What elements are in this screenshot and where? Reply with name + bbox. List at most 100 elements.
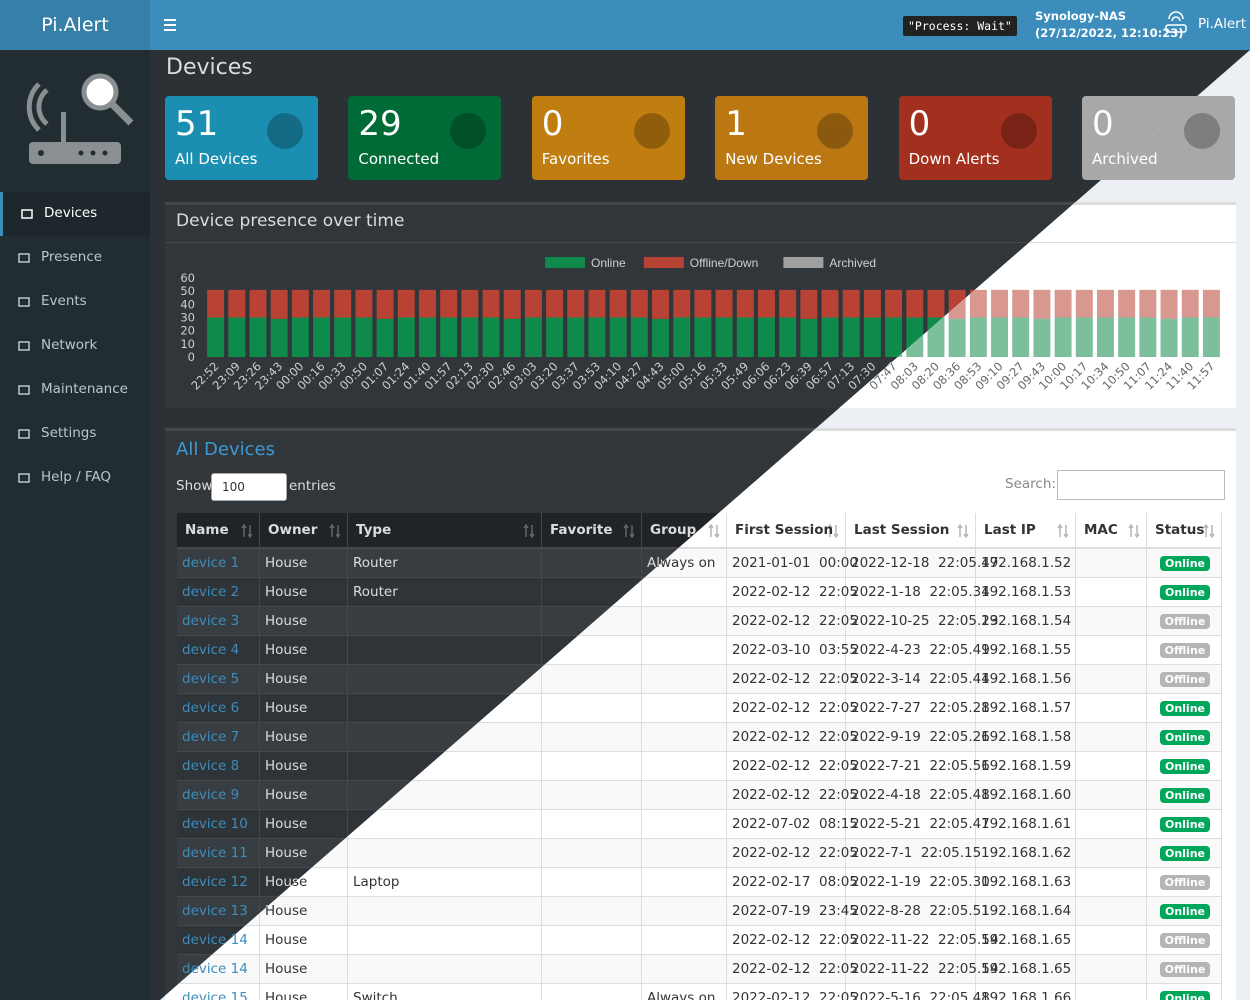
- column-header[interactable]: Owner: [260, 513, 348, 549]
- column-header[interactable]: MAC: [1076, 513, 1147, 549]
- status-badge: Online: [1160, 556, 1210, 571]
- cell-border: [259, 752, 260, 781]
- device-link[interactable]: device 2: [182, 584, 240, 600]
- cell-border: [1075, 781, 1076, 810]
- nav-item[interactable]: Network: [0, 324, 150, 368]
- cell-border: [347, 839, 348, 868]
- bar-segment: [991, 289, 1009, 318]
- process-status: "Process: Wait": [903, 16, 1017, 36]
- table-cell: 2022-3-14 22:05.44: [851, 671, 990, 687]
- column-header[interactable]: Favorite: [542, 513, 642, 549]
- device-link[interactable]: device 12: [182, 874, 248, 890]
- cell-border: [1221, 723, 1222, 752]
- table-cell: 2022-02-12 22:05: [732, 671, 858, 687]
- device-link[interactable]: device 9: [182, 787, 240, 803]
- brand[interactable]: Pi.Alert: [0, 0, 150, 50]
- column-header[interactable]: Name: [177, 513, 260, 549]
- cell-border: [1146, 549, 1147, 578]
- table-cell: 2022-7-1 22:05.15: [851, 845, 982, 861]
- card-value: 29: [358, 104, 402, 144]
- table-cell: Switch: [353, 990, 398, 1000]
- table-cell: 2022-07-02 08:15: [732, 816, 858, 832]
- cell-border: [1146, 752, 1147, 781]
- user-name[interactable]: Pi.Alert: [1198, 16, 1247, 32]
- table-cell: 192.168.1.58: [981, 729, 1072, 745]
- card-icon-shape: [267, 113, 303, 149]
- sort-icon: [623, 524, 635, 538]
- cell-border: [845, 839, 846, 868]
- legend-label: Online: [591, 256, 626, 270]
- column-header[interactable]: First Session: [727, 513, 846, 549]
- card-value: 51: [175, 104, 219, 144]
- nav-item[interactable]: Presence: [0, 236, 150, 280]
- cell-border: [347, 955, 348, 984]
- table-cell: 192.168.1.59: [981, 758, 1072, 774]
- page-size-select[interactable]: 100: [211, 473, 287, 501]
- stat-card[interactable]: 0 Down Alerts: [898, 96, 1052, 180]
- cell-border: [259, 694, 260, 723]
- search-label: Search:: [1005, 476, 1056, 492]
- device-link[interactable]: device 13: [182, 903, 248, 919]
- legend-label: Archived: [829, 256, 876, 270]
- nav-item[interactable]: Maintenance: [0, 368, 150, 412]
- device-link[interactable]: device 10: [182, 816, 248, 832]
- stat-card[interactable]: 51 All Devices: [165, 96, 318, 180]
- sort-icon: [1203, 524, 1215, 538]
- bar-segment: [397, 317, 415, 357]
- table-cell: 2022-7-27 22:05.28: [851, 700, 990, 716]
- sort-icon-shape: [241, 524, 253, 538]
- search-input[interactable]: [1057, 470, 1225, 500]
- device-link[interactable]: device 4: [182, 642, 240, 658]
- cell-border: [1146, 723, 1147, 752]
- bar-segment: [1118, 289, 1136, 318]
- nav-label: Presence: [41, 249, 103, 265]
- stat-card[interactable]: 1 New Devices: [715, 96, 869, 180]
- device-link[interactable]: device 15: [182, 990, 248, 1000]
- column-header[interactable]: Type: [348, 513, 542, 549]
- cell-border: [726, 810, 727, 839]
- nav-icon-shape: [18, 253, 30, 263]
- nav-item[interactable]: Settings: [0, 412, 150, 456]
- bar-segment: [334, 289, 352, 318]
- nav-item[interactable]: Help / FAQ: [0, 456, 150, 500]
- bar-segment: [609, 317, 627, 357]
- bar-segment: [1181, 289, 1199, 318]
- device-link[interactable]: device 5: [182, 671, 240, 687]
- cell-border: [347, 694, 348, 723]
- nav-item[interactable]: Events: [0, 280, 150, 324]
- device-link[interactable]: device 7: [182, 729, 240, 745]
- cell-border: [1221, 578, 1222, 607]
- stat-card[interactable]: 29 Connected: [348, 96, 502, 180]
- cell-border: [1221, 839, 1222, 868]
- table-cell: House: [265, 584, 308, 600]
- table-cell: 192.168.1.60: [981, 787, 1072, 803]
- column-header[interactable]: Last IP: [976, 513, 1076, 549]
- device-link[interactable]: device 6: [182, 700, 240, 716]
- column-header[interactable]: Status: [1147, 513, 1222, 549]
- device-link[interactable]: device 3: [182, 613, 240, 629]
- cell-border: [259, 926, 260, 955]
- table-cell: 192.168.1.61: [981, 816, 1072, 832]
- bar-segment: [1118, 317, 1136, 357]
- bar-segment: [291, 317, 309, 357]
- table-cell: 192.168.1.66: [981, 990, 1072, 1000]
- cell-border: [845, 607, 846, 636]
- cell-border: [641, 897, 642, 926]
- nav-item[interactable]: Devices: [0, 192, 150, 236]
- stat-card[interactable]: 0 Favorites: [531, 96, 685, 180]
- menu-toggle[interactable]: [164, 18, 178, 32]
- status-badge: Online: [1160, 817, 1210, 832]
- device-link[interactable]: device 8: [182, 758, 240, 774]
- cell-border: [975, 781, 976, 810]
- table-cell: 192.168.1.55: [981, 642, 1072, 658]
- bar-segment: [1160, 318, 1178, 357]
- column-header[interactable]: Last Session: [846, 513, 976, 549]
- device-link[interactable]: device 11: [182, 845, 248, 861]
- device-link[interactable]: device 1: [182, 555, 240, 571]
- cell-border: [1146, 578, 1147, 607]
- bar-segment: [503, 318, 521, 357]
- legend-swatch: [545, 257, 585, 268]
- cell-border: [641, 752, 642, 781]
- cell-border: [347, 578, 348, 607]
- cell-border: [347, 723, 348, 752]
